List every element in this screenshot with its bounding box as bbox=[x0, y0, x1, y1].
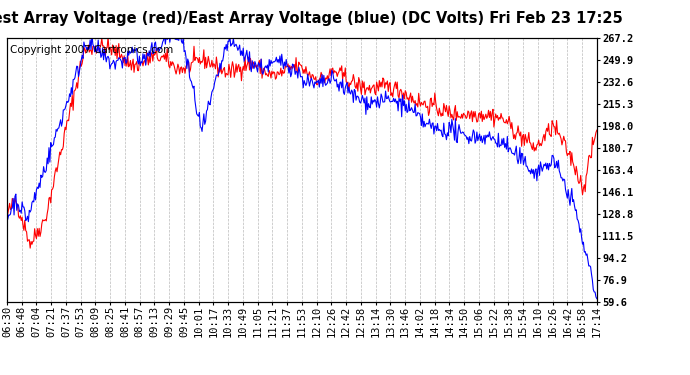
Text: Copyright 2007 Cartronics.com: Copyright 2007 Cartronics.com bbox=[10, 45, 173, 56]
Text: West Array Voltage (red)/East Array Voltage (blue) (DC Volts) Fri Feb 23 17:25: West Array Voltage (red)/East Array Volt… bbox=[0, 11, 623, 26]
